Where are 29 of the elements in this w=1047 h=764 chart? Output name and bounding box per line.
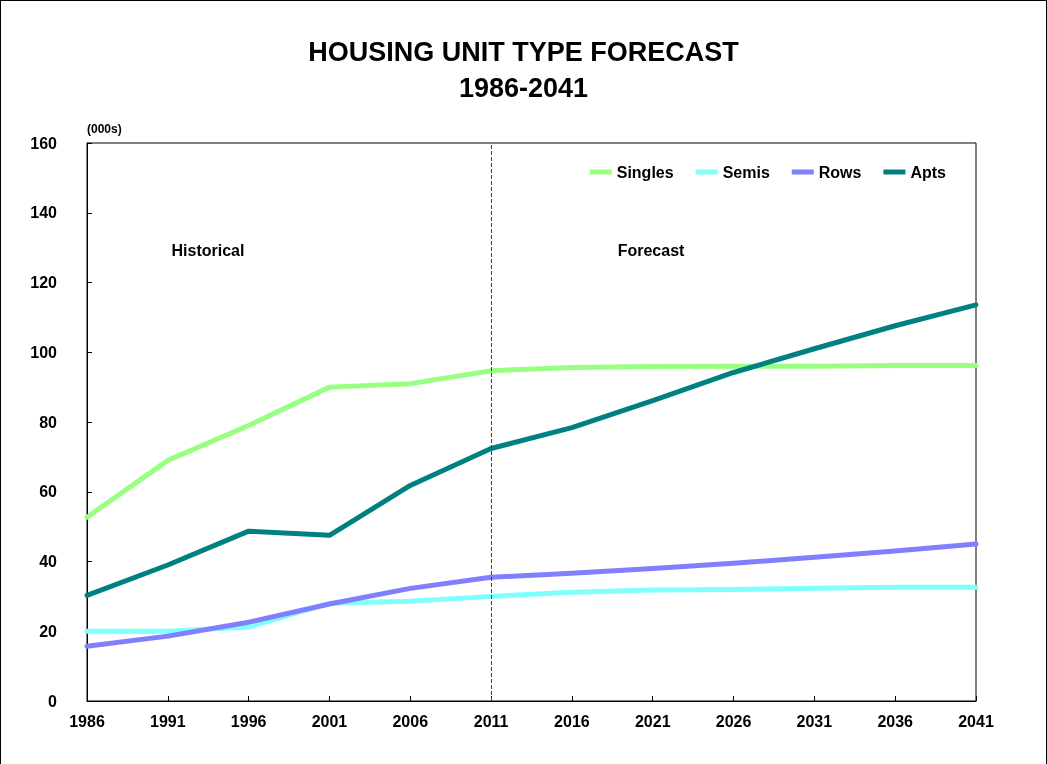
- legend-label: Singles: [616, 163, 674, 181]
- y-tick-label: 120: [30, 274, 58, 291]
- x-tick-label: 2016: [554, 712, 590, 730]
- x-tick-label: 2026: [715, 712, 752, 730]
- y-tick-label: 60: [39, 483, 58, 501]
- y-tick-label: 80: [39, 413, 58, 431]
- x-tick-label: 1986: [69, 712, 105, 730]
- y-tick-label: 160: [30, 134, 58, 152]
- x-tick-label: 1996: [230, 712, 267, 730]
- legend-label: Rows: [818, 163, 862, 181]
- y-tick-label: 40: [39, 553, 58, 570]
- y-tick-label: 100: [30, 343, 58, 361]
- legend-label: Apts: [910, 163, 947, 181]
- y-axis-title: (000s): [87, 122, 122, 136]
- legend-label: Semis: [722, 163, 770, 181]
- x-tick-label: 1991: [150, 712, 186, 730]
- x-tick-label: 2006: [392, 712, 429, 730]
- chart-title: HOUSING UNIT TYPE FORECAST 1986-2041: [308, 37, 740, 103]
- y-tick-label: 0: [48, 692, 58, 710]
- x-tick-label: 2011: [473, 712, 509, 730]
- x-tick-label: 2001: [311, 712, 348, 730]
- x-tick-label: 2021: [634, 712, 671, 730]
- y-tick-label: 140: [30, 204, 58, 222]
- x-tick-label: 2031: [796, 712, 833, 730]
- annotation: Forecast: [617, 241, 686, 259]
- y-tick-label: 20: [39, 622, 58, 640]
- x-tick-label: 2036: [877, 712, 914, 730]
- annotation: Historical: [171, 241, 245, 259]
- x-tick-label: 2041: [958, 712, 994, 730]
